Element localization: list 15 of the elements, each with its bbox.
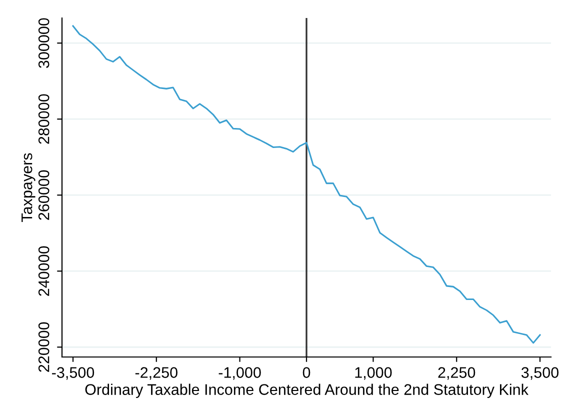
x-axis-title: Ordinary Taxable Income Centered Around the 2nd Statutory Kink: [85, 384, 528, 398]
y-tick-label: 220000: [38, 322, 50, 372]
y-tick-label: 260000: [38, 170, 50, 220]
x-tick-label: 0: [302, 367, 310, 378]
x-tick-label: -2,250: [135, 367, 178, 380]
y-tick-label: 240000: [38, 246, 50, 296]
y-axis-title: Taxpayers: [22, 153, 36, 222]
x-tick-label: 3,500: [521, 367, 559, 380]
x-tick-label: 1,000: [355, 367, 392, 380]
x-tick-label: 2,250: [438, 367, 476, 380]
y-tick-label: 300000: [38, 18, 50, 68]
y-tick-label: 280000: [38, 94, 50, 144]
line-series: [72, 25, 541, 344]
x-tick-label: -3,500: [52, 367, 94, 380]
x-tick-label: -1,000: [218, 367, 261, 380]
